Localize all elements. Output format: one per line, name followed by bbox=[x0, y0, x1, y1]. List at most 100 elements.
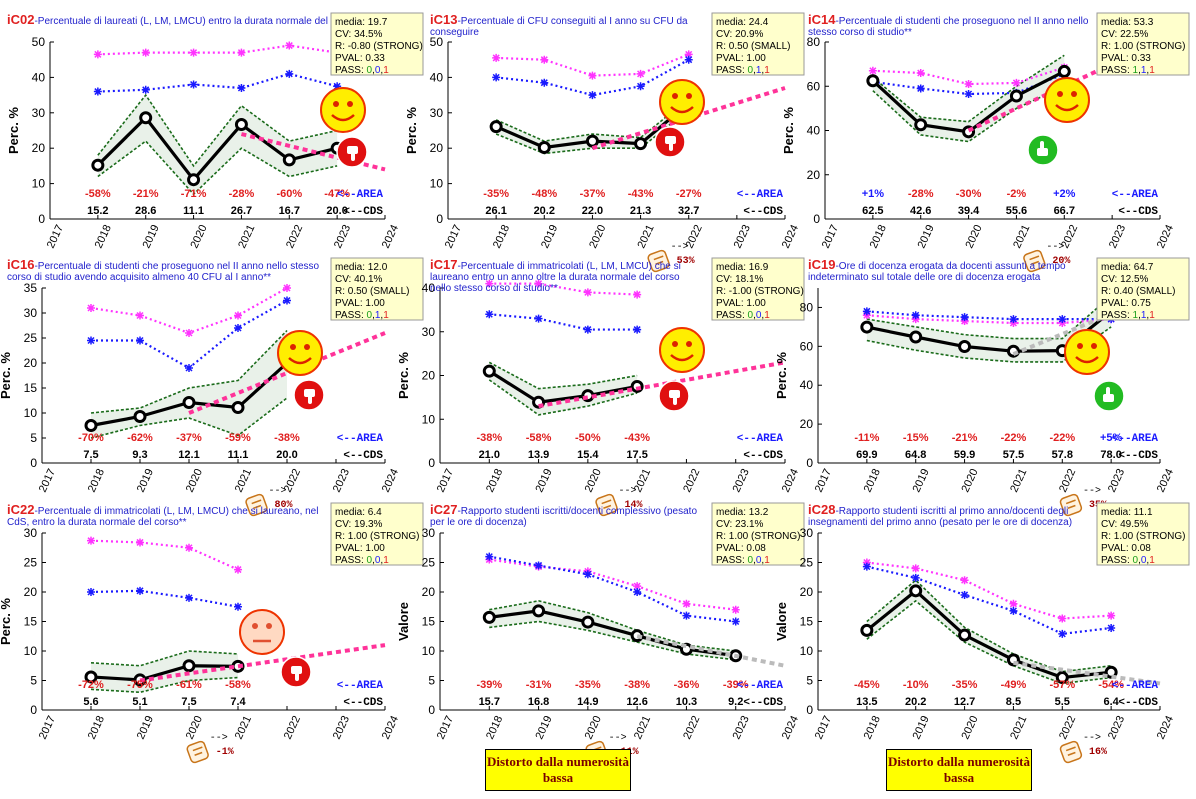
chart-title-line: corso di studio avendo acquisito almeno … bbox=[7, 272, 271, 283]
chart-title-line: laureano entro un anno oltre la durata n… bbox=[430, 272, 680, 283]
y-tick-label: 0 bbox=[806, 703, 813, 717]
y-tick-label: 20 bbox=[24, 356, 38, 370]
y-tick-label: 40 bbox=[800, 378, 814, 392]
confidence-band-fill bbox=[866, 295, 1112, 362]
chart-title-line: -Percentuale di studenti che proseguono … bbox=[34, 261, 319, 272]
smiley-eye-left bbox=[290, 344, 296, 350]
happy-smiley-icon bbox=[659, 79, 705, 125]
hand-finger bbox=[603, 504, 612, 509]
stats-line: media: 64.7 bbox=[1101, 262, 1154, 273]
pink-series-point bbox=[87, 536, 95, 545]
pink-series-line bbox=[866, 314, 1112, 325]
chart-title-line: -Percentuale di laureati (L, LM, LMCU) e… bbox=[34, 16, 359, 27]
chart-title: iC27-Rapporto studenti iscritti/docenti … bbox=[430, 502, 697, 528]
stats-pass-prefix: PASS: bbox=[335, 310, 367, 321]
stats-pass-sep: , bbox=[753, 65, 756, 76]
stats-pass: PASS: 1,1,1 bbox=[1101, 310, 1155, 321]
cds-value-label: 12.7 bbox=[954, 696, 975, 708]
thumb-finger bbox=[351, 152, 355, 161]
area-series-point bbox=[960, 313, 969, 322]
pink-series-point bbox=[237, 48, 246, 57]
hand-finger bbox=[194, 751, 203, 756]
legend-area: <--AREA bbox=[737, 189, 784, 201]
y-axis-label: Perc. % bbox=[396, 352, 411, 399]
stats-pass: PASS: 0,0,1 bbox=[335, 65, 389, 76]
smiley-face bbox=[659, 327, 705, 373]
area-series-line bbox=[489, 313, 638, 331]
cds-value-label: 66.7 bbox=[1054, 205, 1075, 217]
cds-series-point bbox=[133, 410, 147, 423]
smiley-eye-right bbox=[686, 341, 692, 347]
pct-diff-label: -58% bbox=[225, 679, 251, 691]
stats-pass-value: 0 bbox=[367, 310, 373, 321]
x-tick-label: 2019 bbox=[135, 467, 156, 494]
stats-pass: PASS: 0,1,1 bbox=[716, 65, 770, 76]
stats-line: CV: 49.5% bbox=[1101, 519, 1149, 530]
hand-finger bbox=[655, 260, 664, 265]
hand-finger bbox=[1067, 751, 1076, 756]
smiley-face bbox=[320, 87, 366, 133]
stats-line: CV: 40.1% bbox=[335, 274, 383, 285]
legend-cds: <--CDS bbox=[343, 206, 383, 218]
area-series-point bbox=[485, 552, 494, 561]
area-series-point bbox=[588, 91, 597, 100]
hand-shape bbox=[1059, 740, 1083, 764]
x-tick-label: 2021 bbox=[632, 714, 653, 741]
footer-note-right: Distorto dalla numerosità bassa bbox=[886, 749, 1032, 791]
area-series-point bbox=[485, 310, 494, 319]
stats-box: media: 24.4CV: 20.9%R: 0.50 (SMALL)PVAL:… bbox=[711, 12, 805, 76]
hand-shape bbox=[595, 493, 618, 517]
stats-box: media: 53.3CV: 22.5%R: 1.00 (STRONG)PVAL… bbox=[1096, 12, 1190, 76]
x-tick-label: 2019 bbox=[533, 714, 554, 741]
cds-value-label: 57.8 bbox=[1052, 449, 1073, 461]
pct-diff-label: -47% bbox=[324, 188, 350, 200]
stats-line: CV: 19.3% bbox=[335, 519, 383, 530]
cds-value-label: 9.2 bbox=[728, 696, 743, 708]
pink-series-point bbox=[583, 288, 592, 297]
area-series-point bbox=[682, 611, 691, 620]
chart-title: iC22-Percentuale di immatricolati (L, LM… bbox=[7, 502, 318, 528]
band-upper-line bbox=[97, 93, 338, 168]
hand-pct-label: -1% bbox=[216, 747, 234, 758]
stats-line: PVAL: 1.00 bbox=[335, 298, 385, 309]
stats-pass: PASS: 1,1,1 bbox=[1101, 65, 1155, 76]
x-tick-label: 2024 bbox=[380, 714, 401, 741]
y-tick-label: 30 bbox=[24, 306, 38, 320]
pct-diff-label: -59% bbox=[225, 432, 251, 444]
smiley-mouth bbox=[670, 106, 694, 114]
cds-value-label: 59.9 bbox=[954, 449, 975, 461]
stats-pass-value: 0 bbox=[1133, 555, 1139, 566]
pct-diff-label: -38% bbox=[274, 432, 300, 444]
x-tick-label: 2021 bbox=[236, 223, 257, 250]
pink-series-point bbox=[136, 311, 144, 320]
pct-diff-label: -75% bbox=[127, 679, 153, 691]
pink-series-point bbox=[87, 304, 95, 312]
area-series-point bbox=[862, 307, 871, 316]
stats-line: PVAL: 0.33 bbox=[1101, 53, 1151, 64]
area-series-point bbox=[185, 593, 193, 602]
stats-pass-sep: , bbox=[1138, 555, 1141, 566]
pointing-hand-icon bbox=[186, 740, 209, 764]
stats-pass-value: 1 bbox=[1133, 310, 1139, 321]
stats-pass-prefix: PASS: bbox=[335, 555, 367, 566]
cds-series-point bbox=[1104, 665, 1118, 679]
pink-series-point bbox=[731, 605, 740, 614]
stats-pass-value: 0 bbox=[748, 65, 754, 76]
x-tick-label: 2018 bbox=[86, 467, 107, 494]
cds-value-label: 64.8 bbox=[905, 449, 926, 461]
stats-box-bg bbox=[330, 502, 424, 566]
stats-pass-sep: , bbox=[753, 555, 756, 566]
cds-series-point bbox=[1057, 64, 1071, 78]
x-tick-label: 2020 bbox=[184, 714, 205, 741]
area-series-point bbox=[633, 588, 642, 596]
x-tick-label: 2018 bbox=[862, 714, 883, 741]
x-tick-label: 2024 bbox=[780, 714, 801, 741]
pink-series-point bbox=[492, 53, 501, 62]
stats-pass-sep: , bbox=[380, 555, 383, 566]
pct-diff-label: -57% bbox=[1049, 679, 1075, 691]
area-series-point bbox=[1009, 315, 1018, 324]
confidence-band-fill bbox=[866, 580, 1112, 684]
stats-pass-sep: , bbox=[761, 65, 764, 76]
